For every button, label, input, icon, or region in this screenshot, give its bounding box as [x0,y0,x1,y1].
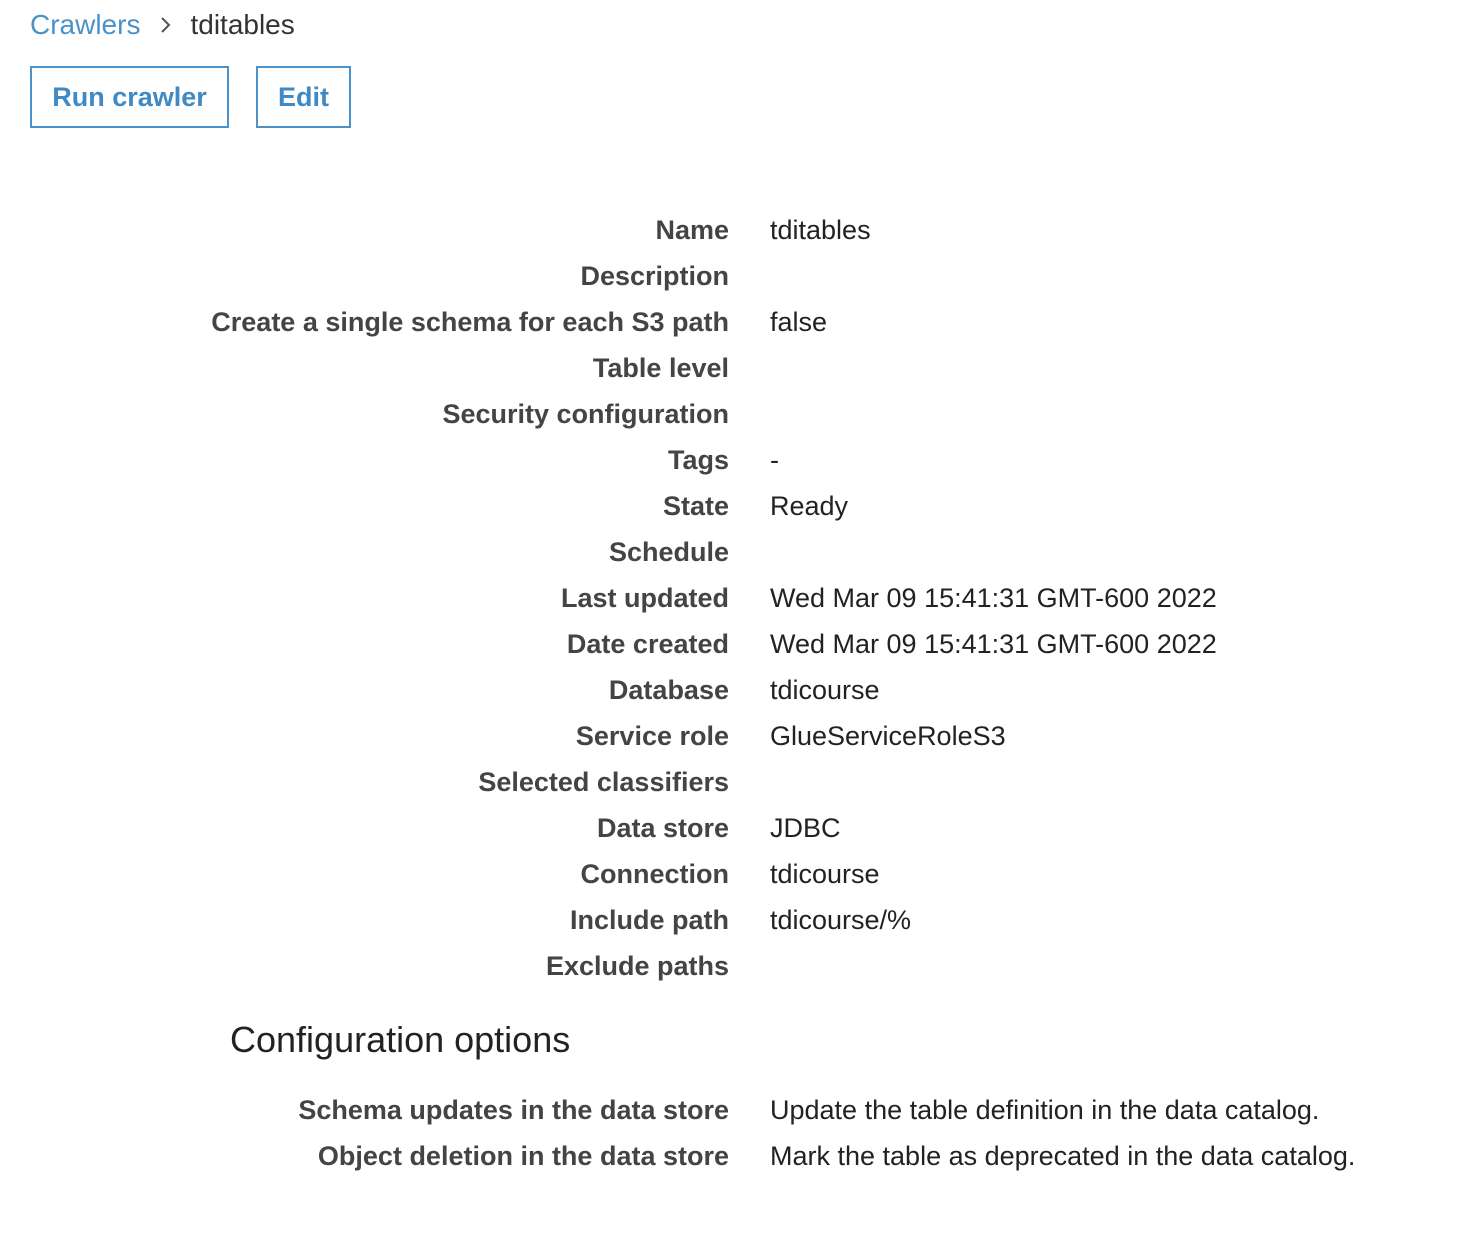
detail-label: Date created [566,628,729,659]
detail-value: false [770,306,828,337]
detail-label: Security configuration [442,398,729,429]
detail-value: GlueServiceRoleS3 [770,720,1006,751]
detail-value: Wed Mar 09 15:41:31 GMT-600 2022 [770,628,1217,659]
detail-row-single-schema: Create a single schema for each S3 path … [0,299,1476,345]
detail-row-tags: Tags - [0,437,1476,483]
detail-row-service-role: Service role GlueServiceRoleS3 [0,713,1476,759]
detail-row-database: Database tdicourse [0,667,1476,713]
run-crawler-button[interactable]: Run crawler [30,66,229,128]
detail-row-description: Description [0,253,1476,299]
detail-value: tdicourse/% [770,904,912,935]
detail-value: Ready [770,490,849,521]
detail-row-include-path: Include path tdicourse/% [0,897,1476,943]
detail-row-security-configuration: Security configuration [0,391,1476,437]
detail-row-schedule: Schedule [0,529,1476,575]
breadcrumb: Crawlers tditables [30,6,295,44]
config-row-schema-updates: Schema updates in the data store Update … [0,1087,1476,1133]
config-label: Object deletion in the data store [317,1140,729,1171]
detail-row-table-level: Table level [0,345,1476,391]
edit-button[interactable]: Edit [256,66,351,128]
detail-value: - [770,444,779,475]
breadcrumb-current: tditables [190,9,295,40]
detail-row-state: State Ready [0,483,1476,529]
detail-label: Database [608,674,729,705]
detail-label: Schedule [608,536,729,567]
detail-row-selected-classifiers: Selected classifiers [0,759,1476,805]
configuration-options: Schema updates in the data store Update … [0,1087,1476,1179]
detail-row-exclude-paths: Exclude paths [0,943,1476,989]
detail-row-date-created: Date created Wed Mar 09 15:41:31 GMT-600… [0,621,1476,667]
detail-row-last-updated: Last updated Wed Mar 09 15:41:31 GMT-600… [0,575,1476,621]
detail-label: Table level [592,352,729,383]
detail-label: Selected classifiers [478,766,729,797]
detail-label: Exclude paths [545,950,729,981]
config-label: Schema updates in the data store [298,1094,729,1125]
breadcrumb-crawlers-link[interactable]: Crawlers [30,9,141,40]
configuration-options-heading: Configuration options [230,1019,571,1060]
crawler-details: Name tditables Description Create a sing… [0,207,1476,989]
detail-label: Service role [575,720,729,751]
detail-row-data-store: Data store JDBC [0,805,1476,851]
detail-value: tdicourse [770,858,880,889]
detail-value: Wed Mar 09 15:41:31 GMT-600 2022 [770,582,1217,613]
detail-row-name: Name tditables [0,207,1476,253]
detail-label: Name [655,214,729,245]
detail-label: Data store [596,812,729,843]
config-value: Mark the table as deprecated in the data… [770,1140,1356,1171]
detail-label: Last updated [560,582,729,613]
chevron-right-icon [160,16,172,34]
detail-row-connection: Connection tdicourse [0,851,1476,897]
detail-label: Connection [580,858,730,889]
config-value: Update the table definition in the data … [770,1094,1320,1125]
detail-label: Tags [667,444,729,475]
detail-label: State [662,490,729,521]
detail-label: Create a single schema for each S3 path [211,306,729,337]
detail-value: tditables [770,214,871,245]
detail-value: tdicourse [770,674,880,705]
detail-label: Include path [569,904,729,935]
toolbar: Run crawler Edit [30,66,351,128]
config-row-object-deletion: Object deletion in the data store Mark t… [0,1133,1476,1179]
detail-label: Description [580,260,729,291]
detail-value: JDBC [770,812,841,843]
